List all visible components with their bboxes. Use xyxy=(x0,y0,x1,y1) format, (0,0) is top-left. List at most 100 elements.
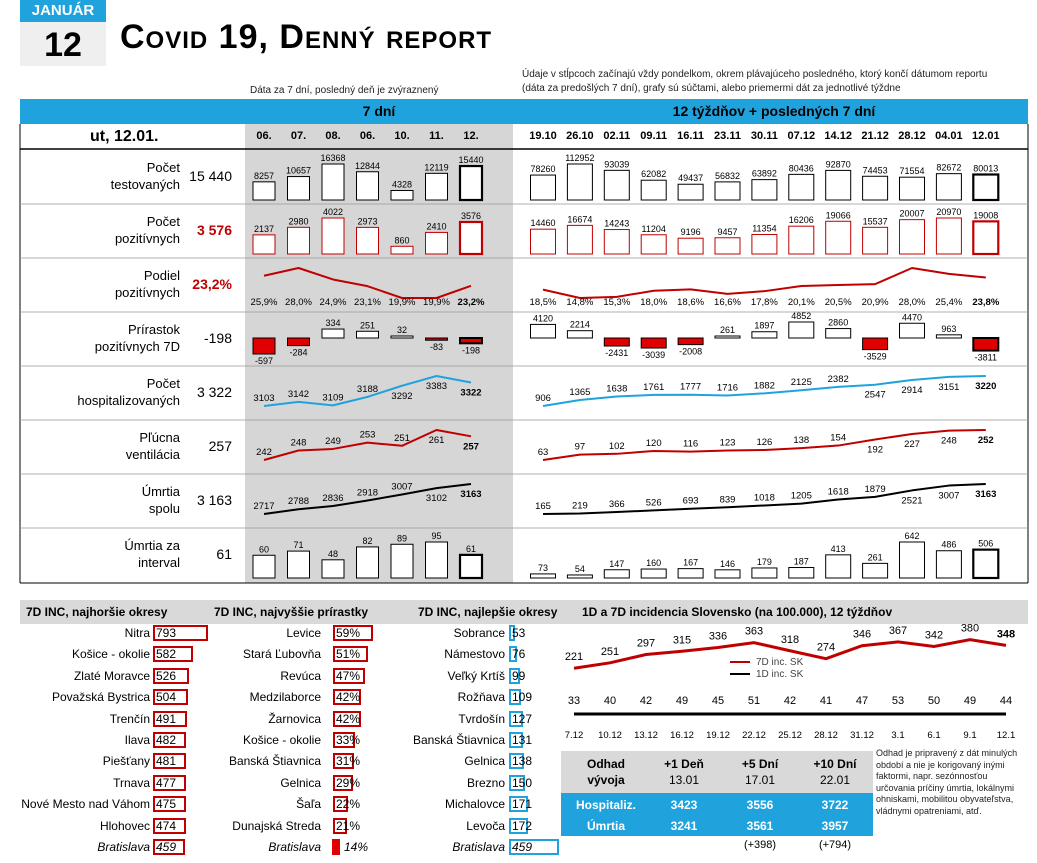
district-value: 42% xyxy=(336,690,361,705)
line-point-label: 3103 xyxy=(253,393,274,404)
district-name: Zlaté Moravce xyxy=(73,668,150,683)
district-name: Brezno xyxy=(466,775,505,790)
forecast-note: Odhad je pripravený z dát minulých obdob… xyxy=(876,748,1018,816)
line-point-label: 23,2% xyxy=(458,297,485,308)
series-1d-label: 47 xyxy=(856,695,868,707)
district-value-bar xyxy=(509,625,515,641)
line-point-label: 3322 xyxy=(460,388,481,399)
day-column-label: 07. xyxy=(290,130,307,142)
forecast-label-1: Odhad xyxy=(587,757,625,771)
bar-mark xyxy=(390,245,414,255)
forecast-col-3-date: 22.01 xyxy=(819,773,851,787)
line-point-label: 257 xyxy=(463,441,479,452)
line-point-label: 252 xyxy=(978,435,994,446)
row-label-line2: testovaných xyxy=(110,177,180,192)
bar-value-label: 61 xyxy=(466,544,476,554)
district-value: 42% xyxy=(336,711,361,726)
district-value: 127 xyxy=(512,711,533,726)
delta-value-label: -2008 xyxy=(679,347,702,357)
bar-value-label: 4328 xyxy=(392,179,412,189)
bar-mark xyxy=(935,550,962,579)
delta-value-label: -198 xyxy=(462,345,480,355)
week-column-label: 30.11 xyxy=(750,130,778,142)
district-name: Revúca xyxy=(280,668,321,683)
bar-value-label: 413 xyxy=(831,544,846,554)
bar-value-label: 20007 xyxy=(899,209,924,219)
bar-value-label: 112952 xyxy=(565,153,594,163)
bar-mark xyxy=(566,574,593,579)
week-column-label: 26.10 xyxy=(566,130,594,142)
bar-value-label: 19008 xyxy=(973,210,998,220)
bar-mark xyxy=(287,176,310,201)
line-point-label: 693 xyxy=(683,496,699,507)
series-7d-label: 221 xyxy=(565,651,583,663)
week-column-label: 23.11 xyxy=(714,130,741,142)
bar-mark xyxy=(287,226,310,255)
series-1d-label: 42 xyxy=(640,695,652,707)
row-label: Pľúcna ventilácia xyxy=(60,429,180,463)
bar-mark xyxy=(640,568,667,579)
bar-value-label: 82 xyxy=(362,536,372,546)
bar-value-label: 74453 xyxy=(863,165,888,175)
line-point-label: 1365 xyxy=(569,387,590,398)
bar-mark xyxy=(751,234,778,255)
row-label-line2: pozitívnych xyxy=(114,231,180,246)
x-tick-label: 22.12 xyxy=(742,730,766,741)
line-point-label: 19,9% xyxy=(423,297,450,308)
line-point-label: 165 xyxy=(535,501,551,512)
delta-bar-mark xyxy=(751,331,778,339)
series-7d-label: 367 xyxy=(889,625,907,637)
day-label: 12 xyxy=(20,22,106,66)
row-current-value: 23,2% xyxy=(192,276,232,292)
week-column-label: 21.12 xyxy=(861,130,889,142)
line-point-label: 2914 xyxy=(901,385,922,396)
row-label-line2: hospitalizovaných xyxy=(77,393,180,408)
x-tick-label: 16.12 xyxy=(670,730,694,741)
district-name: Trenčín xyxy=(109,711,150,726)
bar-value-label: 80013 xyxy=(973,163,998,173)
bar-value-label: 12844 xyxy=(355,161,380,171)
row-label: Úmrtia spolu xyxy=(60,483,180,517)
delta-value-label: 4470 xyxy=(902,312,922,322)
line-point-label: 261 xyxy=(429,435,445,446)
line-point-label: 25,9% xyxy=(251,297,278,308)
forecast-col-2-title: +5 Dní xyxy=(741,757,779,771)
district-value-bar xyxy=(333,753,355,770)
district-value-bar xyxy=(153,646,194,663)
line-point-label: 1638 xyxy=(606,384,627,395)
series-7d-label: 346 xyxy=(853,629,871,641)
district-name: Trnava xyxy=(113,775,150,790)
bar-mark xyxy=(899,219,925,255)
x-tick-label: 19.12 xyxy=(706,730,730,741)
bar-value-label: 12119 xyxy=(424,162,448,172)
row-label: Prírastok pozitívnych 7D xyxy=(60,321,180,355)
note-left: Dáta za 7 dní, posledný deň je zvýraznen… xyxy=(250,85,439,96)
bar-mark xyxy=(321,163,345,201)
bar-mark xyxy=(640,179,667,201)
worst-districts-header: 7D INC, najhoršie okresy xyxy=(26,605,168,619)
bar-mark xyxy=(530,228,556,255)
line-point-label: 1777 xyxy=(680,382,701,393)
district-value-bar xyxy=(153,796,186,813)
district-name: Košice - okolie xyxy=(242,733,321,747)
delta-bar-mark xyxy=(321,328,345,339)
line-point-label: 123 xyxy=(720,437,736,448)
line-point-label: 906 xyxy=(535,393,551,404)
line-point-label: 2382 xyxy=(828,374,849,385)
section-days-label: 7 dní xyxy=(362,103,396,119)
district-value: 482 xyxy=(156,733,177,747)
bar-value-label: 187 xyxy=(794,557,809,567)
line-point-label: 2125 xyxy=(791,377,812,388)
row-label-line1: Počet xyxy=(146,214,180,229)
delta-bar-mark xyxy=(677,337,704,346)
district-value: 504 xyxy=(156,690,177,705)
row-chart: -597 -284 334 251 32 -83 -198 4120 2214 -2431 -303… xyxy=(252,311,1000,366)
x-tick-label: 12.1 xyxy=(997,730,1016,741)
forecast-deaths-2: 3561 xyxy=(746,819,774,833)
forecast-header-bg xyxy=(561,751,873,793)
district-value: 76 xyxy=(512,647,526,662)
bar-value-label: 160 xyxy=(646,558,661,568)
bar-mark xyxy=(714,237,741,255)
bar-mark xyxy=(825,554,852,579)
district-name: Hlohovec xyxy=(99,818,150,833)
